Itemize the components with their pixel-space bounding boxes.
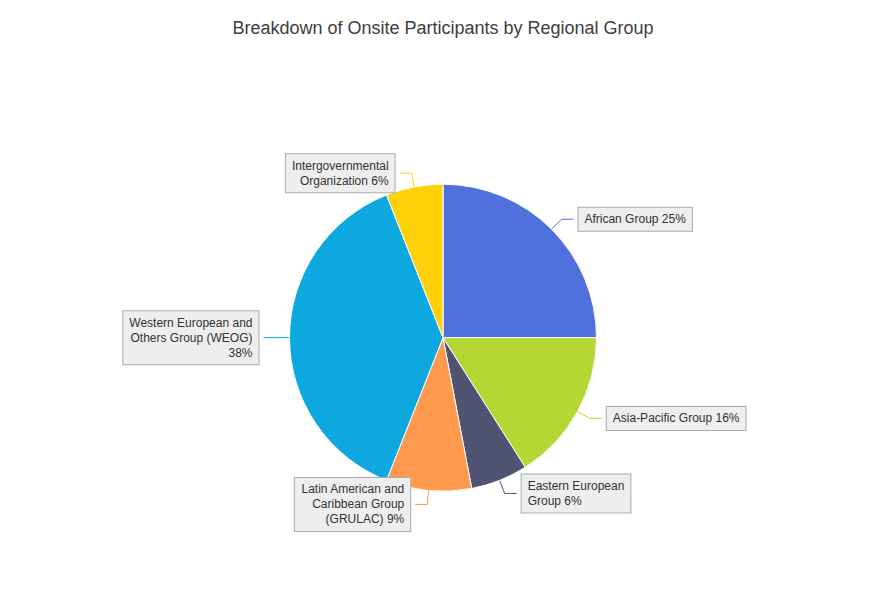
svg-text:Intergovernmental: Intergovernmental: [292, 159, 389, 173]
svg-text:Breakdown of Onsite Participan: Breakdown of Onsite Participants by Regi…: [232, 18, 653, 38]
svg-text:(GRULAC) 9%: (GRULAC) 9%: [326, 512, 405, 526]
svg-text:Eastern European: Eastern European: [528, 479, 625, 493]
svg-text:38%: 38%: [228, 346, 252, 360]
svg-text:Western European and: Western European and: [129, 316, 252, 330]
svg-text:Caribbean Group: Caribbean Group: [312, 497, 404, 511]
svg-text:Others Group (WEOG): Others Group (WEOG): [130, 331, 252, 345]
svg-text:Asia-Pacific Group 16%: Asia-Pacific Group 16%: [613, 411, 740, 425]
svg-text:Group 6%: Group 6%: [528, 494, 582, 508]
svg-text:Latin American and: Latin American and: [302, 482, 405, 496]
svg-text:Organization 6%: Organization 6%: [300, 174, 389, 188]
svg-text:African Group 25%: African Group 25%: [584, 212, 686, 226]
